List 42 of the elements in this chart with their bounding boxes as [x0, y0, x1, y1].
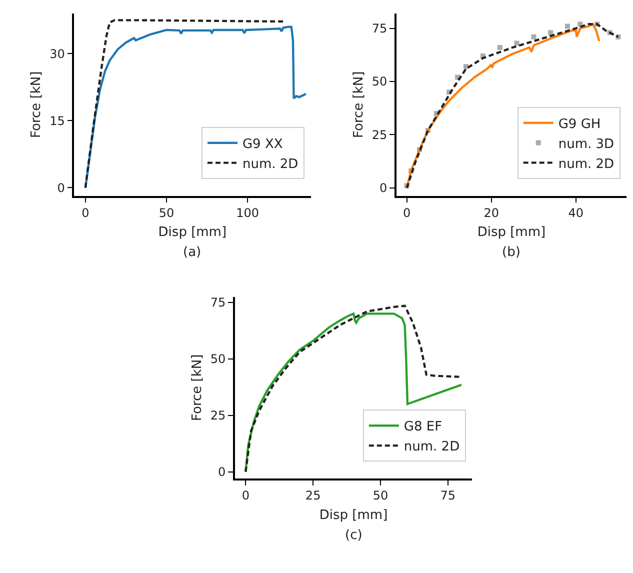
point: [531, 34, 536, 40]
y-tick-label: 0: [379, 181, 388, 196]
x-tick-label: 0: [242, 488, 250, 503]
y-axis-title: Force [kN]: [190, 354, 205, 422]
point: [497, 45, 502, 50]
x-axis-title: Disp [mm]: [319, 508, 388, 523]
text: (b): [502, 245, 520, 260]
point: [548, 30, 554, 36]
y-tick-label: 0: [218, 464, 226, 479]
y-tick-label: 75: [372, 22, 388, 36]
x-tick-label: 20: [484, 206, 500, 220]
y-tick-label: 50: [372, 74, 388, 89]
x-tick-label: 0: [82, 206, 90, 220]
text: (a): [183, 245, 202, 260]
point: [564, 24, 570, 29]
x-axis-title: Disp [mm]: [158, 225, 227, 240]
x-tick-label: 100: [236, 206, 260, 220]
y-tick-label: 30: [50, 46, 65, 61]
y-tick-label: 0: [57, 180, 65, 195]
y-tick-label: 75: [210, 296, 226, 310]
x-tick-label: 40: [568, 206, 584, 220]
text: (c): [345, 528, 362, 543]
y-tick-label: 50: [210, 352, 226, 366]
y-axis-title: Force [kN]: [29, 71, 44, 138]
legend-label: G9 XX: [242, 136, 283, 152]
y-axis-title: Force [kN]: [351, 71, 366, 138]
legend-label: num. 2D: [404, 440, 460, 455]
x-axis-title: Disp [mm]: [477, 225, 546, 240]
legend-label: num. 3D: [558, 136, 614, 152]
x-tick-label: 50: [158, 206, 174, 220]
legend-label: G9 GH: [558, 116, 601, 132]
x-tick-label: 0: [403, 206, 411, 220]
point: [464, 64, 469, 70]
legend-label: G8 EF: [404, 420, 442, 435]
y-tick-label: 25: [210, 408, 226, 423]
y-tick-label: 25: [372, 128, 388, 142]
x-tick-label: 75: [440, 488, 456, 503]
legend-label: num. 2D: [558, 156, 614, 172]
legend-label: num. 2D: [242, 156, 298, 172]
x-tick-label: 25: [305, 488, 321, 503]
y-tick-label: 15: [50, 114, 65, 128]
point: [514, 40, 520, 46]
